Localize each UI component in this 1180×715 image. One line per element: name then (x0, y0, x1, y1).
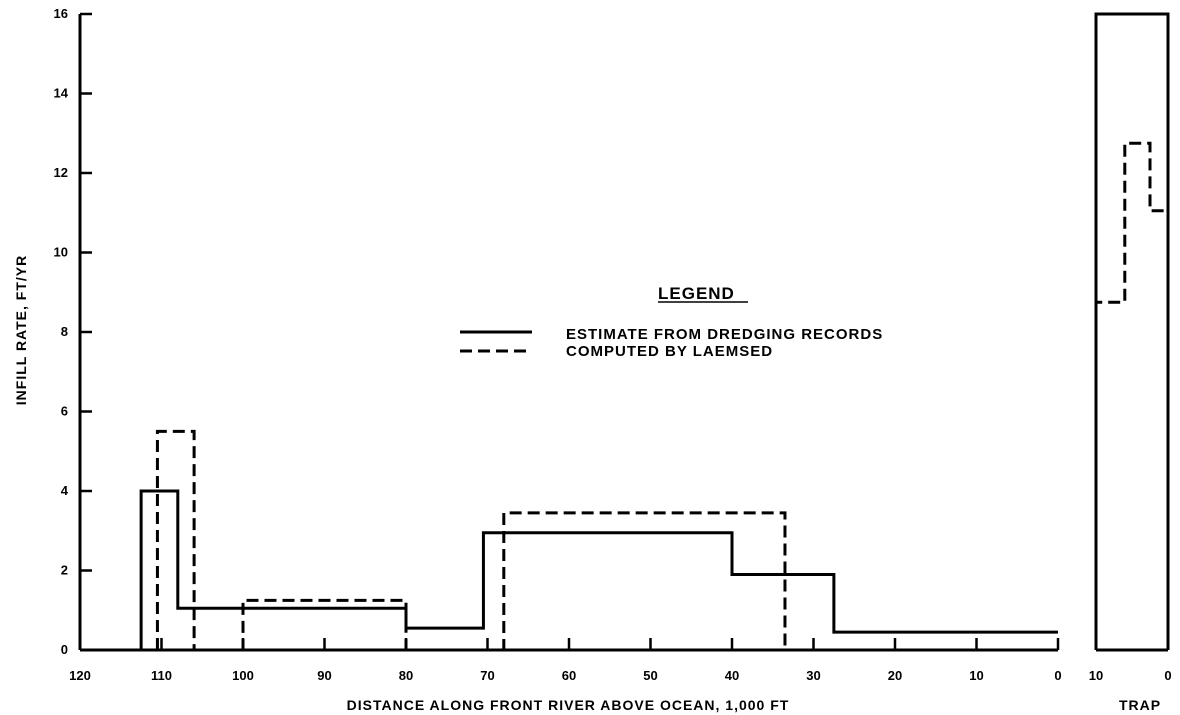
y-tick-label: 4 (61, 483, 69, 498)
legend-entry-computed: COMPUTED BY LAEMSED (566, 343, 773, 360)
main-series-estimate (139, 489, 1058, 650)
y-axis-label: INFILL RATE, FT/YR (13, 255, 29, 405)
x-tick-label: 70 (480, 668, 494, 683)
main-y-ticks: 0 2 4 6 8 10 12 14 16 (54, 6, 92, 657)
x-tick-label: 80 (399, 668, 413, 683)
y-tick-label: 6 (61, 404, 68, 419)
trap-x-axis-label: TRAP (1119, 697, 1161, 713)
x-tick-label: 50 (643, 668, 657, 683)
legend-title: LEGEND (658, 284, 735, 303)
x-tick-label: 20 (888, 668, 902, 683)
trap-x-tick-label: 10 (1089, 668, 1103, 683)
trap-x-tick-label: 0 (1164, 668, 1171, 683)
x-axis-label: DISTANCE ALONG FRONT RIVER ABOVE OCEAN, … (347, 697, 790, 713)
trap-series (1094, 12, 1170, 650)
x-tick-label: 90 (317, 668, 331, 683)
x-tick-label: 120 (69, 668, 91, 683)
y-tick-label: 14 (54, 86, 69, 101)
trap-series-estimate (1094, 12, 1170, 650)
y-tick-label: 12 (54, 165, 68, 180)
x-tick-label: 10 (969, 668, 983, 683)
x-tick-label: 100 (232, 668, 254, 683)
y-tick-label: 2 (61, 563, 68, 578)
y-tick-label: 0 (61, 642, 68, 657)
x-tick-label: 60 (562, 668, 576, 683)
trap-series-computed (1094, 141, 1170, 650)
x-tick-label: 40 (725, 668, 739, 683)
legend: LEGEND ESTIMATE FROM DREDGING RECORDS CO… (460, 284, 883, 360)
main-series-computed (155, 429, 1058, 652)
y-tick-label: 8 (61, 324, 68, 339)
y-tick-label: 10 (54, 245, 68, 260)
legend-entry-estimate: ESTIMATE FROM DREDGING RECORDS (566, 326, 883, 343)
x-tick-label: 110 (151, 668, 172, 683)
trap-plot: 10 0 TRAP (1089, 12, 1172, 713)
main-series (139, 429, 1058, 652)
y-tick-label: 16 (54, 6, 68, 21)
x-tick-label: 0 (1054, 668, 1061, 683)
x-tick-label: 30 (806, 668, 820, 683)
main-x-ticks: 120 110 100 90 80 70 60 50 40 30 20 10 0 (69, 638, 1062, 683)
trap-x-ticks: 10 0 (1089, 668, 1172, 683)
